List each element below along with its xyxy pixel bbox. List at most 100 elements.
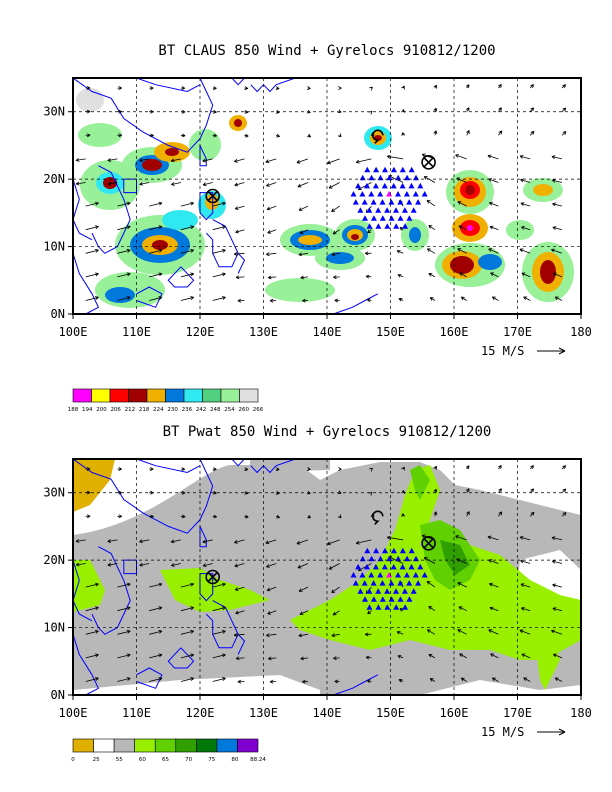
wind-vector — [366, 298, 372, 303]
gyre-triangle — [408, 547, 415, 554]
gyre-center-marker — [423, 538, 434, 549]
wind-vector — [149, 272, 163, 278]
gyre-triangle — [399, 166, 406, 173]
wind-vector — [180, 467, 186, 472]
wind-vector — [85, 514, 91, 519]
colorbar-top: 188 194 200 206 212 218 224 230 236 242 248 254 260 2… — [68, 388, 264, 413]
coastline-segment — [73, 178, 93, 241]
wind-vector — [521, 653, 531, 659]
wind-vector — [202, 563, 213, 568]
wind-vector — [202, 182, 213, 187]
gyre-triangle — [359, 191, 366, 197]
wind-vector — [267, 610, 277, 615]
gyre-triangle — [375, 207, 382, 213]
gyre-triangle — [406, 215, 413, 221]
colorbar-label: 25 — [93, 757, 100, 763]
gyre-triangle — [410, 207, 417, 213]
wind-vector — [266, 586, 277, 592]
coastline-segment — [250, 78, 296, 93]
wind-vector — [561, 512, 567, 517]
colorbar-swatch — [183, 388, 203, 403]
wind-vector — [520, 583, 531, 588]
wind-vector — [552, 583, 563, 588]
wind-vector — [423, 557, 436, 564]
wind-vector — [529, 511, 535, 517]
wind-vector — [302, 298, 309, 303]
wind-vector — [139, 539, 150, 544]
x-tick-label: 120E — [186, 706, 215, 720]
wind-vector — [426, 580, 436, 588]
wind-vector — [85, 629, 99, 635]
wind-vector — [307, 514, 312, 519]
wind-vector — [561, 488, 567, 493]
gyre-center-marker — [205, 188, 220, 204]
gyre-triangle — [361, 199, 368, 205]
wind-vector — [85, 86, 91, 90]
wind-vector — [265, 539, 277, 545]
wind-vector — [85, 225, 99, 231]
gyre-triangle — [384, 588, 391, 594]
wind-vector — [366, 679, 372, 684]
wind-vector — [466, 130, 470, 136]
wind-vector — [551, 248, 563, 254]
wind-vector — [490, 272, 499, 278]
colorbar-swatch — [134, 738, 156, 753]
colorbar-swatch — [113, 738, 135, 753]
wind-vector — [299, 229, 309, 234]
colorbar-label: 224 — [153, 407, 164, 413]
wind-vector — [180, 677, 195, 682]
gyre-triangle — [403, 191, 410, 197]
gyre-triangle — [372, 563, 379, 570]
gyre-triangle — [397, 215, 404, 221]
wind-vector — [235, 229, 245, 234]
gyre-triangle — [381, 563, 388, 570]
wind-vector — [458, 225, 467, 231]
wind-vector — [433, 488, 438, 493]
wind-vector — [529, 107, 535, 112]
y-tick-label: 20N — [43, 553, 65, 567]
wind-vector — [234, 182, 245, 187]
colorbar-label: 188 — [68, 407, 79, 413]
wind-vector — [365, 655, 372, 660]
gyre-triangle — [402, 604, 409, 610]
wind-vector — [367, 229, 372, 234]
wind-vector — [298, 633, 309, 638]
wind-vector — [529, 130, 535, 136]
wind-vector — [338, 86, 342, 91]
gyre-triangle — [421, 191, 428, 197]
wind-vector — [488, 248, 499, 254]
wind-vector — [149, 467, 154, 472]
wind-vector — [298, 205, 309, 211]
gyre-triangle — [377, 572, 384, 578]
wind-vector — [85, 201, 99, 207]
wind-vector — [117, 272, 131, 278]
wind-vector — [235, 610, 245, 615]
wind-vector — [117, 467, 122, 472]
wind-vector — [297, 182, 309, 188]
wind-vector — [149, 248, 163, 254]
colorbar-label: 55 — [116, 757, 123, 763]
wind-vector — [180, 606, 195, 612]
wind-vector — [401, 513, 406, 517]
wind-vector — [275, 467, 280, 472]
gyre-triangle — [421, 572, 428, 578]
wind-vector — [332, 229, 340, 235]
tropical-cyclone-symbol — [372, 510, 384, 525]
gyre-triangle — [390, 182, 397, 189]
wind-vector — [337, 514, 342, 519]
wind-vector — [235, 275, 245, 280]
wind-vector — [386, 154, 404, 160]
gyre-triangle — [357, 588, 364, 594]
wind-vector — [117, 653, 131, 659]
wind-vector — [244, 133, 249, 138]
wind-vector — [331, 586, 340, 593]
colorbar-swatch — [196, 738, 218, 753]
gyre-center-marker — [205, 569, 220, 585]
wind-vector — [267, 656, 277, 661]
gyre-center-marker — [207, 571, 218, 583]
wind-vector — [298, 252, 309, 257]
wind-vector — [180, 653, 195, 659]
wind-vector — [244, 514, 249, 519]
wind-vector — [212, 248, 226, 254]
